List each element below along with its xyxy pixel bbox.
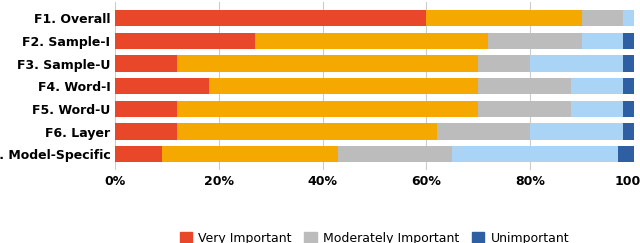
Bar	[478, 101, 572, 117]
Bar	[177, 123, 436, 140]
Bar	[582, 10, 623, 26]
Bar	[209, 78, 478, 95]
Bar	[623, 33, 634, 49]
Bar	[530, 123, 623, 140]
Bar	[115, 33, 255, 49]
Bar	[582, 33, 623, 49]
Bar	[488, 33, 582, 49]
Bar	[452, 146, 618, 163]
Bar	[162, 146, 338, 163]
Bar	[115, 101, 177, 117]
Bar	[115, 10, 426, 26]
Bar	[115, 123, 177, 140]
Bar	[426, 10, 582, 26]
Bar	[572, 101, 623, 117]
Bar	[623, 123, 634, 140]
Bar	[115, 55, 177, 72]
Bar	[338, 146, 452, 163]
Bar	[177, 101, 478, 117]
Bar	[115, 146, 162, 163]
Bar	[478, 78, 572, 95]
Bar	[255, 33, 488, 49]
Bar	[115, 78, 209, 95]
Legend: Very Important, Important, Moderately Important, Slightly Important, Unimportant: Very Important, Important, Moderately Im…	[175, 227, 574, 243]
Bar	[623, 101, 634, 117]
Bar	[177, 55, 478, 72]
Bar	[572, 78, 623, 95]
Bar	[618, 146, 634, 163]
Bar	[478, 55, 530, 72]
Bar	[623, 55, 634, 72]
Bar	[530, 55, 623, 72]
Bar	[436, 123, 530, 140]
Bar	[623, 78, 634, 95]
Bar	[623, 10, 634, 26]
